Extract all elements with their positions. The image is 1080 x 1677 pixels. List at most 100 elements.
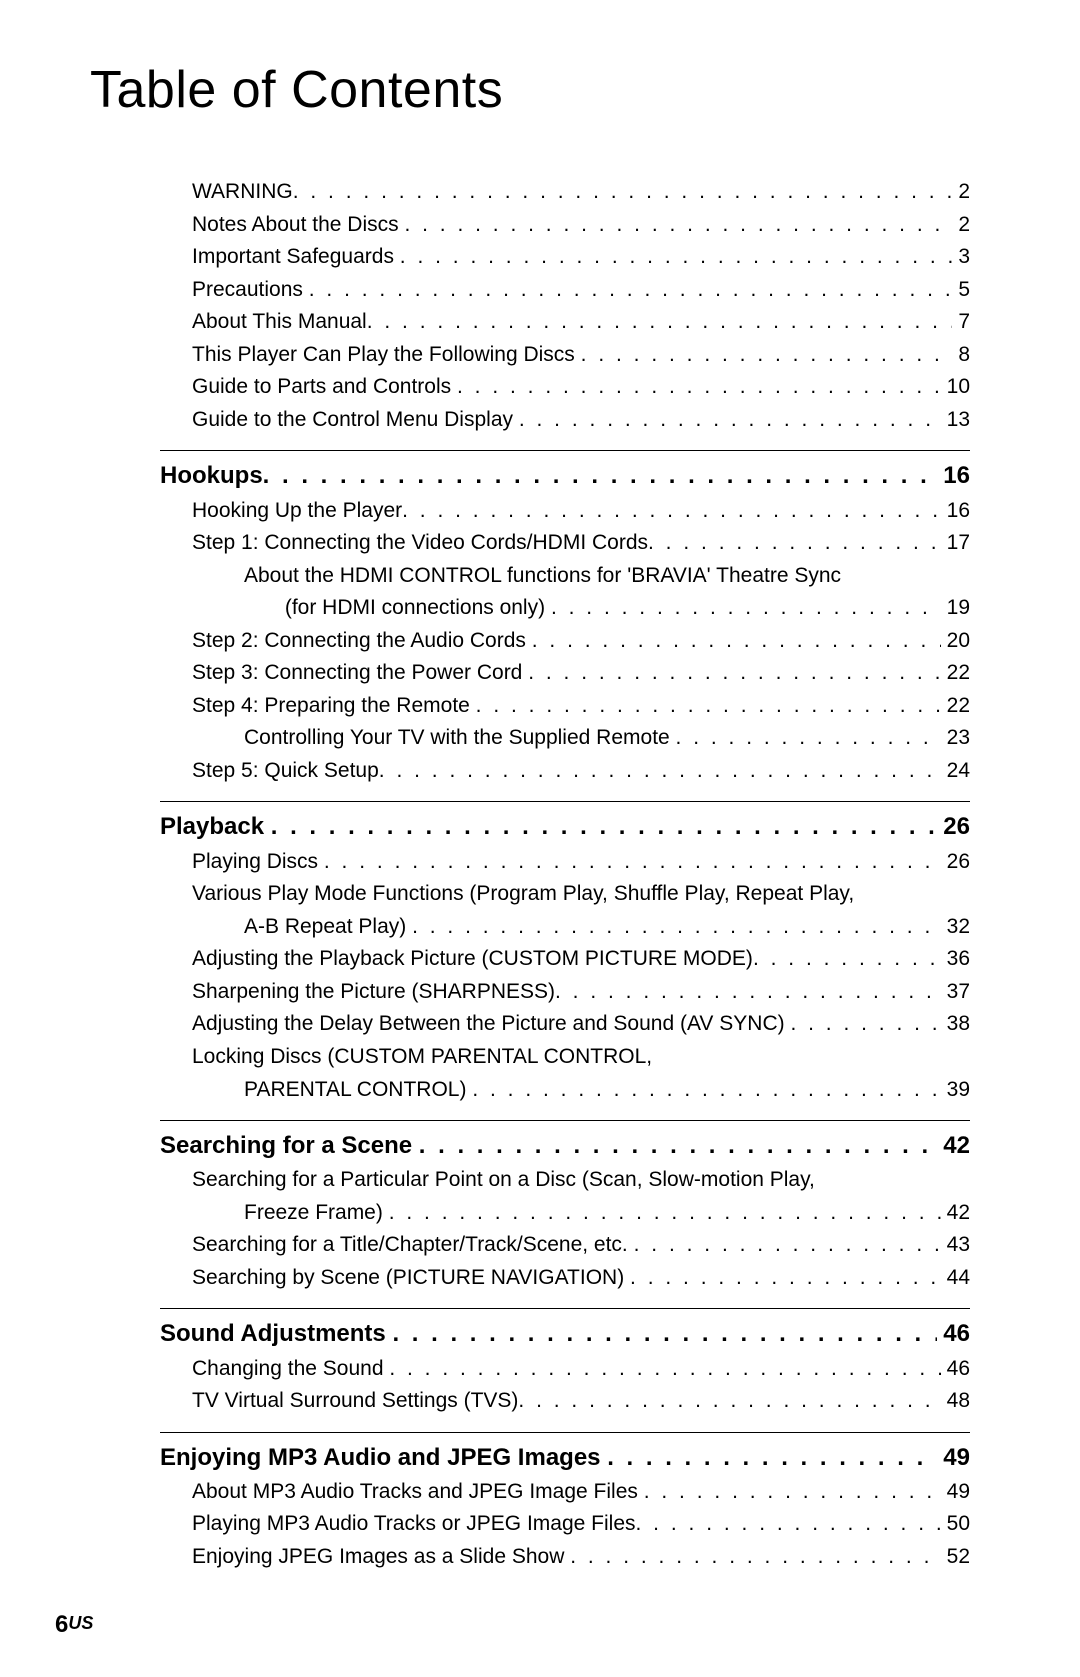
toc-entry-page: 10 [941, 371, 970, 404]
toc-entry: Adjusting the Delay Between the Picture … [160, 1008, 970, 1041]
toc-entry-label: A-B Repeat Play) [160, 911, 412, 944]
toc-entry-page: 43 [941, 1229, 970, 1262]
toc-entry-label: TV Virtual Surround Settings (TVS) [160, 1385, 518, 1418]
toc-entry-continuation: Searching for a Particular Point on a Di… [160, 1164, 970, 1197]
toc-section-block: Hookups 16Hooking Up the Player16Step 1: … [160, 450, 970, 801]
toc-entry-label: WARNING [160, 176, 293, 209]
toc-leader [528, 657, 940, 690]
toc-leader [630, 1262, 941, 1295]
table-of-contents: WARNING2Notes About the Discs 2Important… [160, 170, 970, 1588]
toc-leader [607, 1439, 937, 1476]
toc-leader [648, 527, 941, 560]
toc-entry: Playing MP3 Audio Tracks or JPEG Image F… [160, 1508, 970, 1541]
toc-leader [570, 1541, 940, 1574]
toc-entry-page: 7 [952, 306, 970, 339]
toc-leader [555, 976, 941, 1009]
toc-entry-page: 22 [941, 657, 970, 690]
toc-entry-label: (for HDMI connections only) [160, 592, 551, 625]
toc-leader [476, 690, 941, 723]
toc-entry: Freeze Frame) 42 [160, 1197, 970, 1230]
toc-leader [412, 911, 941, 944]
toc-entry: This Player Can Play the Following Discs… [160, 339, 970, 372]
toc-entry: Guide to the Control Menu Display 13 [160, 404, 970, 437]
toc-leader [263, 457, 938, 494]
toc-entry-page: 50 [941, 1508, 970, 1541]
toc-leader [389, 1353, 940, 1386]
toc-entry-label: Step 5: Quick Setup [160, 755, 379, 788]
toc-section-block: Enjoying MP3 Audio and JPEG Images 49Abo… [160, 1432, 970, 1588]
toc-section-heading: Playback 26 [160, 808, 970, 845]
toc-leader [519, 404, 941, 437]
toc-entry-label: Enjoying JPEG Images as a Slide Show [160, 1541, 570, 1574]
toc-entry: Notes About the Discs 2 [160, 209, 970, 242]
toc-entry-page: 13 [941, 404, 970, 437]
toc-entry-page: 17 [941, 527, 970, 560]
toc-entry-label: Guide to Parts and Controls [160, 371, 457, 404]
toc-leader [581, 339, 953, 372]
toc-entry-label: This Player Can Play the Following Discs [160, 339, 581, 372]
toc-section-label: Hookups [160, 457, 263, 494]
toc-leader [551, 592, 941, 625]
toc-leader [532, 625, 941, 658]
toc-entry-page: 5 [952, 274, 970, 307]
toc-entry-page: 20 [941, 625, 970, 658]
toc-section-page: 16 [937, 457, 970, 494]
toc-leader [309, 274, 953, 307]
toc-entry-page: 42 [941, 1197, 970, 1230]
toc-entry: Enjoying JPEG Images as a Slide Show 52 [160, 1541, 970, 1574]
toc-entry-label: Controlling Your TV with the Supplied Re… [160, 722, 676, 755]
toc-section-block: Sound Adjustments 46Changing the Sound 4… [160, 1308, 970, 1431]
toc-section-label: Sound Adjustments [160, 1315, 392, 1352]
footer-page-number: 6 [55, 1611, 68, 1638]
toc-leader [518, 1385, 940, 1418]
toc-leader [392, 1315, 937, 1352]
toc-entry-label: PARENTAL CONTROL) [160, 1074, 472, 1107]
toc-entry-label: Step 2: Connecting the Audio Cords [160, 625, 532, 658]
toc-entry: Changing the Sound 46 [160, 1353, 970, 1386]
toc-entry: Guide to Parts and Controls 10 [160, 371, 970, 404]
toc-section-page: 49 [937, 1439, 970, 1476]
toc-section-heading: Hookups 16 [160, 457, 970, 494]
toc-leader [404, 209, 952, 242]
toc-leader [324, 846, 941, 879]
toc-leader [402, 495, 941, 528]
toc-entry-page: 8 [952, 339, 970, 372]
toc-entry: Sharpening the Picture (SHARPNESS)37 [160, 976, 970, 1009]
toc-entry-page: 38 [941, 1008, 970, 1041]
toc-section-heading: Searching for a Scene 42 [160, 1127, 970, 1164]
toc-entry: Hooking Up the Player16 [160, 495, 970, 528]
toc-section-block: Searching for a Scene 42Searching for a … [160, 1120, 970, 1308]
toc-section-page: 26 [937, 808, 970, 845]
toc-entry-label: Searching by Scene (PICTURE NAVIGATION) [160, 1262, 630, 1295]
toc-entry-label: Playing Discs [160, 846, 324, 879]
toc-section-block: Playback 26Playing Discs 26 Various Play … [160, 801, 970, 1120]
toc-leader [271, 808, 938, 845]
footer-region: US [68, 1613, 93, 1633]
toc-entry: About This Manual7 [160, 306, 970, 339]
toc-section-label: Playback [160, 808, 271, 845]
toc-leader [419, 1127, 938, 1164]
toc-section-label: Searching for a Scene [160, 1127, 419, 1164]
toc-entry: A-B Repeat Play) 32 [160, 911, 970, 944]
toc-section-heading: Sound Adjustments 46 [160, 1315, 970, 1352]
toc-entry-continuation: Locking Discs (CUSTOM PARENTAL CONTROL, [160, 1041, 970, 1074]
toc-section-label: Enjoying MP3 Audio and JPEG Images [160, 1439, 607, 1476]
toc-entry-label: Step 4: Preparing the Remote [160, 690, 476, 723]
toc-entry-page: 2 [952, 209, 970, 242]
toc-entry-continuation: Various Play Mode Functions (Program Pla… [160, 878, 970, 911]
toc-entry-label: Precautions [160, 274, 309, 307]
page: Table of Contents WARNING2Notes About th… [0, 0, 1080, 1677]
toc-entry-page: 37 [941, 976, 970, 1009]
toc-entry-page: 52 [941, 1541, 970, 1574]
toc-entry-continuation: About the HDMI CONTROL functions for 'BR… [160, 560, 970, 593]
toc-section-heading: Enjoying MP3 Audio and JPEG Images 49 [160, 1439, 970, 1476]
toc-entry-label: Guide to the Control Menu Display [160, 404, 519, 437]
toc-entry: Searching for a Title/Chapter/Track/Scen… [160, 1229, 970, 1262]
toc-leader [676, 722, 941, 755]
toc-entry-page: 36 [941, 943, 970, 976]
toc-entry-page: 44 [941, 1262, 970, 1295]
toc-entry: (for HDMI connections only) 19 [160, 592, 970, 625]
toc-leader [293, 176, 953, 209]
toc-entry: Step 1: Connecting the Video Cords/HDMI … [160, 527, 970, 560]
toc-entry: About MP3 Audio Tracks and JPEG Image Fi… [160, 1476, 970, 1509]
